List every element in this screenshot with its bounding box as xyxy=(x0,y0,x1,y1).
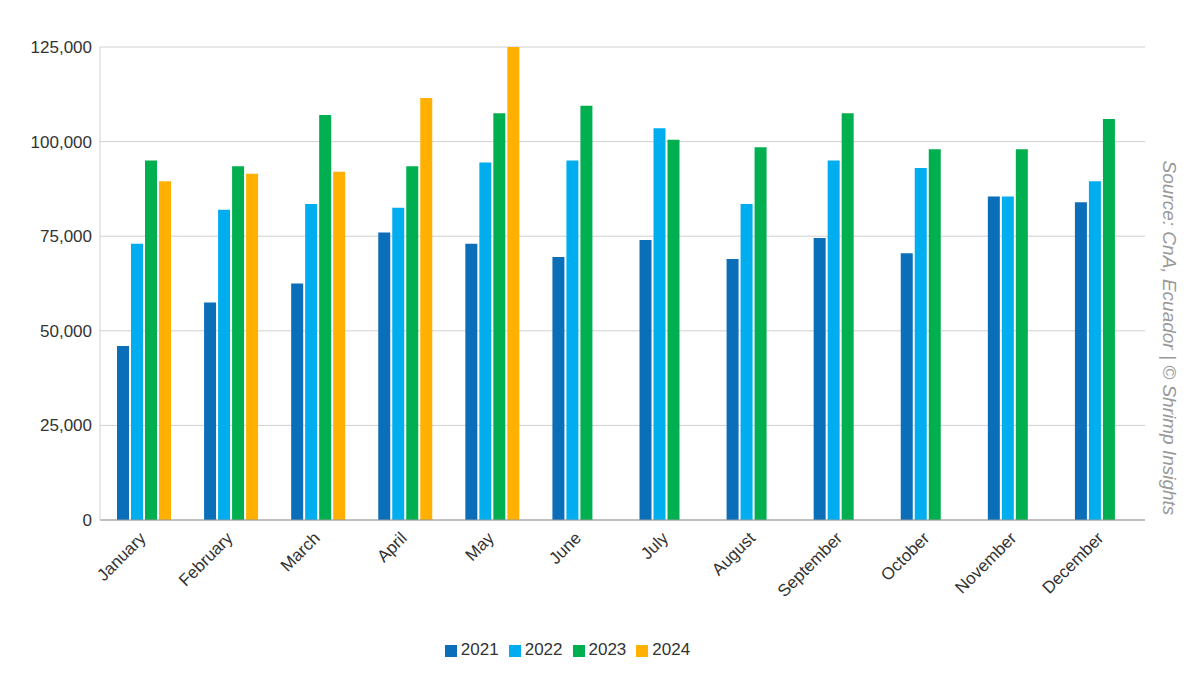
html-text:2022: 2022 xyxy=(524,640,563,659)
svg-text:December: December xyxy=(1039,528,1108,597)
html-text:2024: 2024 xyxy=(652,640,691,659)
html-text:2021: 2021 xyxy=(460,640,499,659)
svg-text:February: February xyxy=(175,528,237,590)
svg-text:January: January xyxy=(93,528,150,585)
svg-text:0: 0 xyxy=(83,511,92,530)
svg-text:75,000: 75,000 xyxy=(40,227,92,246)
html-text:2023: 2023 xyxy=(588,640,627,659)
svg-text:August: August xyxy=(708,528,759,579)
svg-text:June: June xyxy=(545,529,585,569)
svg-text:100,000: 100,000 xyxy=(31,133,92,152)
svg-text:September: September xyxy=(774,528,846,600)
svg-text:Source: CnA, Ecuador | © Shrim: Source: CnA, Ecuador | © Shrimp Insights xyxy=(1159,161,1180,516)
svg-text:May: May xyxy=(462,528,498,564)
svg-text:125,000: 125,000 xyxy=(31,38,92,57)
svg-text:March: March xyxy=(277,529,324,576)
svg-text:October: October xyxy=(877,528,933,584)
svg-text:50,000: 50,000 xyxy=(40,322,92,341)
svg-text:25,000: 25,000 xyxy=(40,416,92,435)
svg-text:July: July xyxy=(637,528,672,563)
svg-text:November: November xyxy=(951,528,1020,597)
svg-text:April: April xyxy=(373,529,410,566)
